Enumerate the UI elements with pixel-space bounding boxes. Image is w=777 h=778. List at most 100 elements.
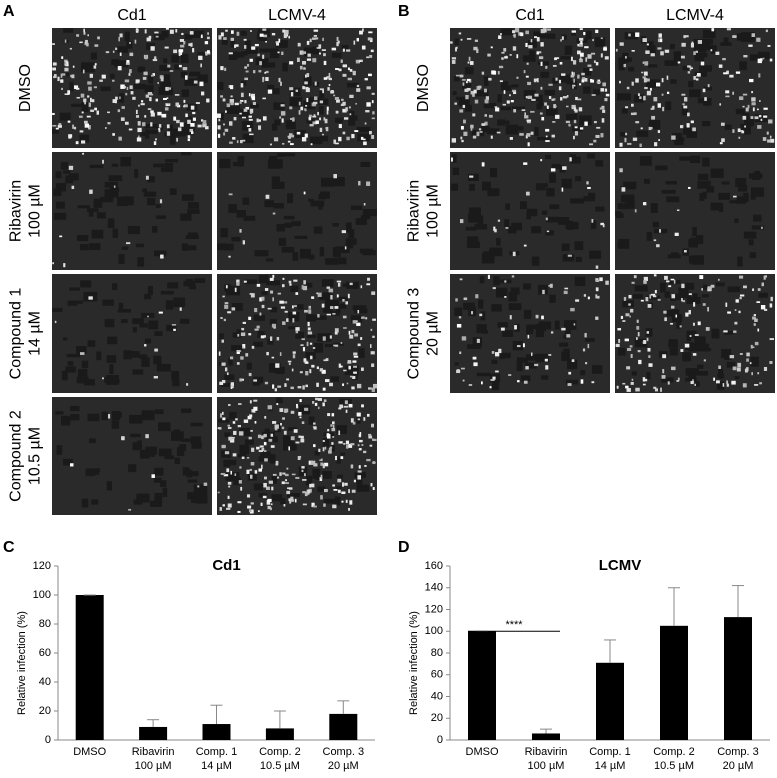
signal: [300, 438, 305, 443]
signal: [149, 96, 152, 102]
signal: [323, 77, 328, 80]
signal: [347, 360, 352, 364]
texture: [137, 257, 145, 267]
signal: [371, 117, 375, 120]
signal: [681, 93, 686, 96]
texture: [323, 498, 336, 504]
signal: [699, 275, 704, 280]
texture: [545, 108, 558, 116]
signal: [725, 95, 730, 98]
signal: [309, 342, 313, 345]
texture: [144, 293, 152, 300]
signal: [738, 136, 741, 139]
texture: [706, 186, 715, 193]
signal: [725, 302, 728, 307]
texture: [650, 203, 658, 213]
signal: [227, 481, 232, 485]
texture: [500, 81, 509, 91]
signal: [284, 473, 289, 477]
signal: [274, 424, 279, 429]
signal: [320, 462, 324, 466]
signal: [705, 327, 710, 331]
signal: [282, 321, 286, 325]
texture: [698, 370, 709, 376]
signal: [165, 28, 169, 30]
signal: [344, 246, 347, 250]
signal: [304, 407, 309, 411]
signal: [166, 97, 169, 99]
texture: [703, 86, 713, 91]
signal: [207, 50, 210, 54]
signal: [523, 162, 528, 165]
signal: [326, 286, 331, 289]
signal: [176, 119, 180, 124]
texture: [120, 157, 132, 167]
signal: [83, 31, 86, 35]
texture: [741, 112, 750, 119]
signal: [108, 414, 111, 419]
texture: [332, 223, 339, 227]
signal: [317, 111, 320, 116]
signal: [224, 367, 228, 372]
signal: [504, 280, 507, 283]
signal: [691, 41, 694, 45]
x-tick-label: DMSO: [466, 746, 499, 758]
signal: [670, 278, 675, 281]
signal: [338, 430, 341, 436]
y-tick-label: 140: [425, 582, 443, 594]
signal: [327, 413, 331, 417]
texture: [514, 126, 524, 131]
signal: [154, 31, 159, 34]
signal: [658, 139, 660, 141]
signal: [334, 331, 338, 335]
signal: [504, 56, 508, 59]
texture: [179, 444, 187, 452]
signal: [707, 307, 710, 312]
signal: [93, 65, 97, 69]
signal: [619, 168, 623, 173]
signal: [217, 113, 221, 118]
signal: [617, 328, 622, 331]
signal: [760, 118, 763, 121]
signal: [121, 106, 125, 109]
signal: [258, 450, 263, 453]
signal: [282, 417, 285, 420]
signal: [494, 228, 497, 233]
signal: [343, 327, 347, 329]
texture: [261, 291, 268, 295]
signal: [366, 283, 371, 286]
texture: [127, 226, 141, 235]
texture: [231, 236, 241, 242]
signal: [248, 93, 251, 97]
texture: [253, 483, 263, 491]
signal: [155, 98, 159, 102]
texture: [620, 194, 635, 203]
texture: [162, 87, 174, 96]
texture: [106, 355, 117, 363]
signal: [540, 29, 545, 34]
signal: [227, 495, 230, 499]
signal: [296, 57, 300, 63]
signal: [348, 507, 350, 511]
x-tick-label: Ribavirin: [525, 746, 568, 758]
signal: [275, 460, 279, 465]
signal: [54, 320, 57, 324]
signal: [635, 32, 640, 37]
signal: [502, 103, 507, 106]
texture: [230, 40, 235, 48]
texture: [132, 327, 137, 333]
texture: [233, 161, 239, 167]
signal: [69, 47, 72, 50]
signal: [220, 413, 222, 418]
texture: [748, 239, 754, 246]
signal: [623, 296, 627, 301]
signal: [282, 301, 288, 304]
signal: [596, 81, 601, 84]
texture: [685, 377, 697, 382]
signal: [525, 30, 529, 35]
signal: [200, 34, 203, 37]
signal: [220, 66, 224, 71]
signal: [304, 491, 308, 497]
signal: [270, 290, 274, 294]
texture: [224, 374, 235, 380]
